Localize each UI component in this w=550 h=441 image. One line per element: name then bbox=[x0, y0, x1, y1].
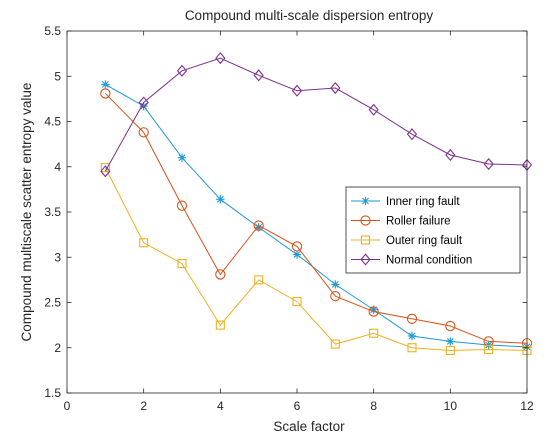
data-point-normal-condition bbox=[253, 69, 264, 82]
data-point-normal-condition bbox=[445, 148, 456, 162]
data-point-inner-ring-fault bbox=[177, 153, 187, 162]
x-tick-label: 12 bbox=[520, 399, 534, 413]
legend-label: Normal condition bbox=[386, 255, 472, 267]
data-point-normal-condition bbox=[215, 52, 226, 65]
chart-title: Compound multi-scale dispersion entropy bbox=[185, 8, 434, 23]
data-point-roller-failure bbox=[291, 241, 303, 252]
legend-item-inner-ring-fault: Inner ring fault bbox=[351, 196, 460, 208]
data-point-inner-ring-fault bbox=[331, 280, 340, 289]
data-point-outer-ring-fault bbox=[484, 345, 494, 355]
data-point-roller-failure bbox=[176, 200, 188, 211]
data-point-inner-ring-fault bbox=[139, 101, 148, 111]
data-point-normal-condition bbox=[406, 128, 418, 141]
legend-marker bbox=[360, 235, 371, 245]
y-axis-label: Compound multiscale scatter entropy valu… bbox=[19, 83, 34, 342]
data-point-outer-ring-fault bbox=[215, 320, 225, 330]
data-point-roller-failure bbox=[215, 269, 226, 280]
data-point-normal-condition bbox=[100, 165, 111, 178]
y-tick-label: 1.5 bbox=[44, 386, 61, 400]
series-outer-ring-fault bbox=[100, 163, 532, 356]
data-point-outer-ring-fault bbox=[139, 238, 149, 248]
x-tick-label: 4 bbox=[217, 399, 224, 413]
y-tick-label: 5.5 bbox=[44, 24, 61, 38]
legend-label: Outer ring fault bbox=[386, 235, 463, 247]
data-point-outer-ring-fault bbox=[407, 343, 417, 353]
x-tick-label: 8 bbox=[370, 399, 377, 413]
y-tick-label: 3 bbox=[54, 250, 61, 264]
legend-label: Inner ring fault bbox=[386, 196, 460, 208]
legend: Inner ring fault Roller failure Outer ring… bbox=[345, 186, 521, 274]
data-point-roller-failure bbox=[406, 313, 418, 324]
legend-label: Roller failure bbox=[386, 216, 451, 228]
data-point-inner-ring-fault bbox=[369, 305, 378, 314]
series-line-roller-failure bbox=[104, 93, 528, 344]
y-tick-label: 5 bbox=[54, 69, 61, 83]
y-tick-label: 2.5 bbox=[44, 296, 61, 310]
data-point-roller-failure bbox=[138, 127, 149, 138]
data-point-inner-ring-fault bbox=[216, 195, 225, 204]
data-point-outer-ring-fault bbox=[330, 339, 340, 349]
data-point-normal-condition bbox=[368, 103, 379, 116]
data-point-roller-failure bbox=[253, 220, 264, 231]
legend-marker bbox=[360, 215, 371, 226]
series-line-normal-condition bbox=[104, 57, 528, 172]
x-tick-label: 6 bbox=[294, 399, 301, 413]
data-point-normal-condition bbox=[483, 157, 494, 171]
x-tick-label: 10 bbox=[444, 399, 458, 413]
y-tick-label: 4 bbox=[54, 160, 61, 174]
series-roller-failure bbox=[100, 88, 533, 349]
data-point-roller-failure bbox=[368, 306, 379, 317]
legend-item-outer-ring-fault: Outer ring fault bbox=[351, 235, 463, 247]
data-point-inner-ring-fault bbox=[292, 250, 302, 259]
axes-layer: 0 2 4 6 8 10 12 1.5 2 2.5 3 3.5 4 4.5 5 5.5 bbox=[44, 24, 534, 413]
x-tick-label: 2 bbox=[140, 399, 147, 413]
data-point-roller-failure bbox=[445, 320, 456, 332]
x-axis-label: Scale factor bbox=[273, 419, 345, 434]
data-point-outer-ring-fault bbox=[177, 259, 187, 269]
data-point-normal-condition bbox=[176, 64, 188, 77]
data-point-normal-condition bbox=[291, 84, 303, 97]
data-point-roller-failure bbox=[100, 88, 111, 99]
data-point-outer-ring-fault bbox=[254, 275, 264, 285]
data-point-inner-ring-fault bbox=[446, 337, 455, 346]
series-layer bbox=[100, 52, 533, 356]
data-point-outer-ring-fault bbox=[445, 345, 455, 356]
y-tick-label: 2 bbox=[54, 341, 61, 355]
series-line-outer-ring-fault bbox=[104, 167, 528, 351]
y-tick-label: 3.5 bbox=[44, 205, 61, 219]
legend-marker bbox=[361, 196, 370, 206]
data-point-roller-failure bbox=[330, 291, 341, 302]
data-point-normal-condition bbox=[330, 81, 341, 95]
data-point-inner-ring-fault bbox=[407, 331, 417, 341]
series-normal-condition bbox=[100, 52, 533, 178]
legend-item-roller-failure: Roller failure bbox=[351, 215, 451, 228]
series-line-inner-ring-fault bbox=[105, 83, 528, 348]
data-point-outer-ring-fault bbox=[369, 328, 379, 338]
data-point-outer-ring-fault bbox=[100, 163, 110, 173]
legend-marker bbox=[360, 253, 371, 266]
data-point-inner-ring-fault bbox=[254, 223, 263, 232]
legend-item-normal-condition: Normal condition bbox=[351, 253, 472, 267]
data-point-outer-ring-fault bbox=[292, 297, 302, 307]
x-tick-label: 0 bbox=[64, 399, 71, 413]
y-tick-label: 4.5 bbox=[44, 115, 61, 129]
data-point-normal-condition bbox=[138, 96, 149, 109]
data-point-inner-ring-fault bbox=[101, 80, 110, 89]
